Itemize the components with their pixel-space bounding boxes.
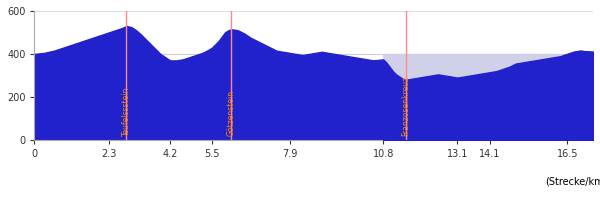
- Text: Teufelssstein: Teufelssstein: [122, 86, 131, 136]
- X-axis label: (Strecke/km): (Strecke/km): [545, 176, 600, 186]
- Text: Götzenstein: Götzenstein: [227, 90, 236, 136]
- Text: Franzosenkreuz: Franzosenkreuz: [401, 75, 410, 136]
